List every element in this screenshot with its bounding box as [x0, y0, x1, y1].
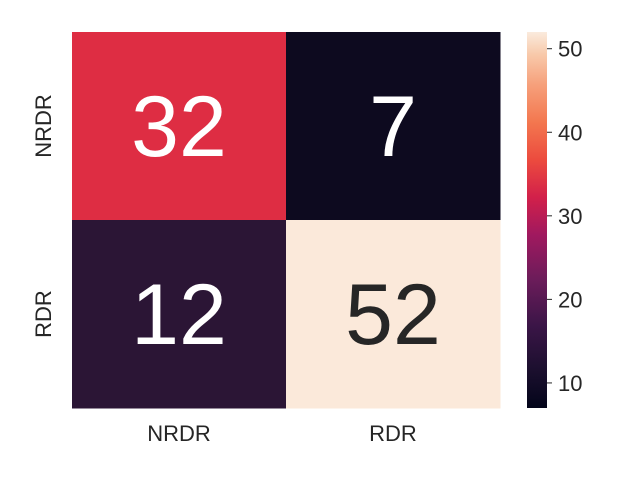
x-tick-label: RDR: [369, 421, 417, 446]
heatmap-cells: [72, 32, 501, 409]
heatmap-cell-rdr-nrdr: [72, 220, 287, 409]
cell-value-label: 7: [369, 79, 417, 175]
colorbar: 10 20 30 40 50: [527, 32, 582, 408]
colorbar-ticks: 10 20 30 40 50: [547, 37, 582, 396]
heatmap-cell-rdr-rdr: [286, 220, 501, 409]
colorbar-tick-label: 40: [558, 120, 582, 145]
cell-value-label: 52: [345, 267, 441, 363]
colorbar-tick-label: 30: [558, 204, 582, 229]
colorbar-tick-label: 20: [558, 287, 582, 312]
heatmap-annotations: 32 7 12 52: [131, 79, 441, 363]
y-tick-label: RDR: [31, 290, 56, 338]
x-tick-label: NRDR: [147, 421, 211, 446]
y-axis-tick-labels: NRDR RDR: [31, 94, 56, 338]
colorbar-tick-label: 10: [558, 371, 582, 396]
colorbar-tick-label: 50: [558, 37, 582, 62]
heatmap-cell-nrdr-nrdr: [72, 32, 287, 221]
colorbar-gradient: [527, 32, 547, 408]
cell-value-label: 12: [131, 267, 227, 363]
cell-value-label: 32: [131, 79, 227, 175]
x-axis-tick-labels: NRDR RDR: [147, 421, 417, 446]
heatmap-cell-nrdr-rdr: [286, 32, 501, 221]
y-tick-label: NRDR: [31, 94, 56, 158]
